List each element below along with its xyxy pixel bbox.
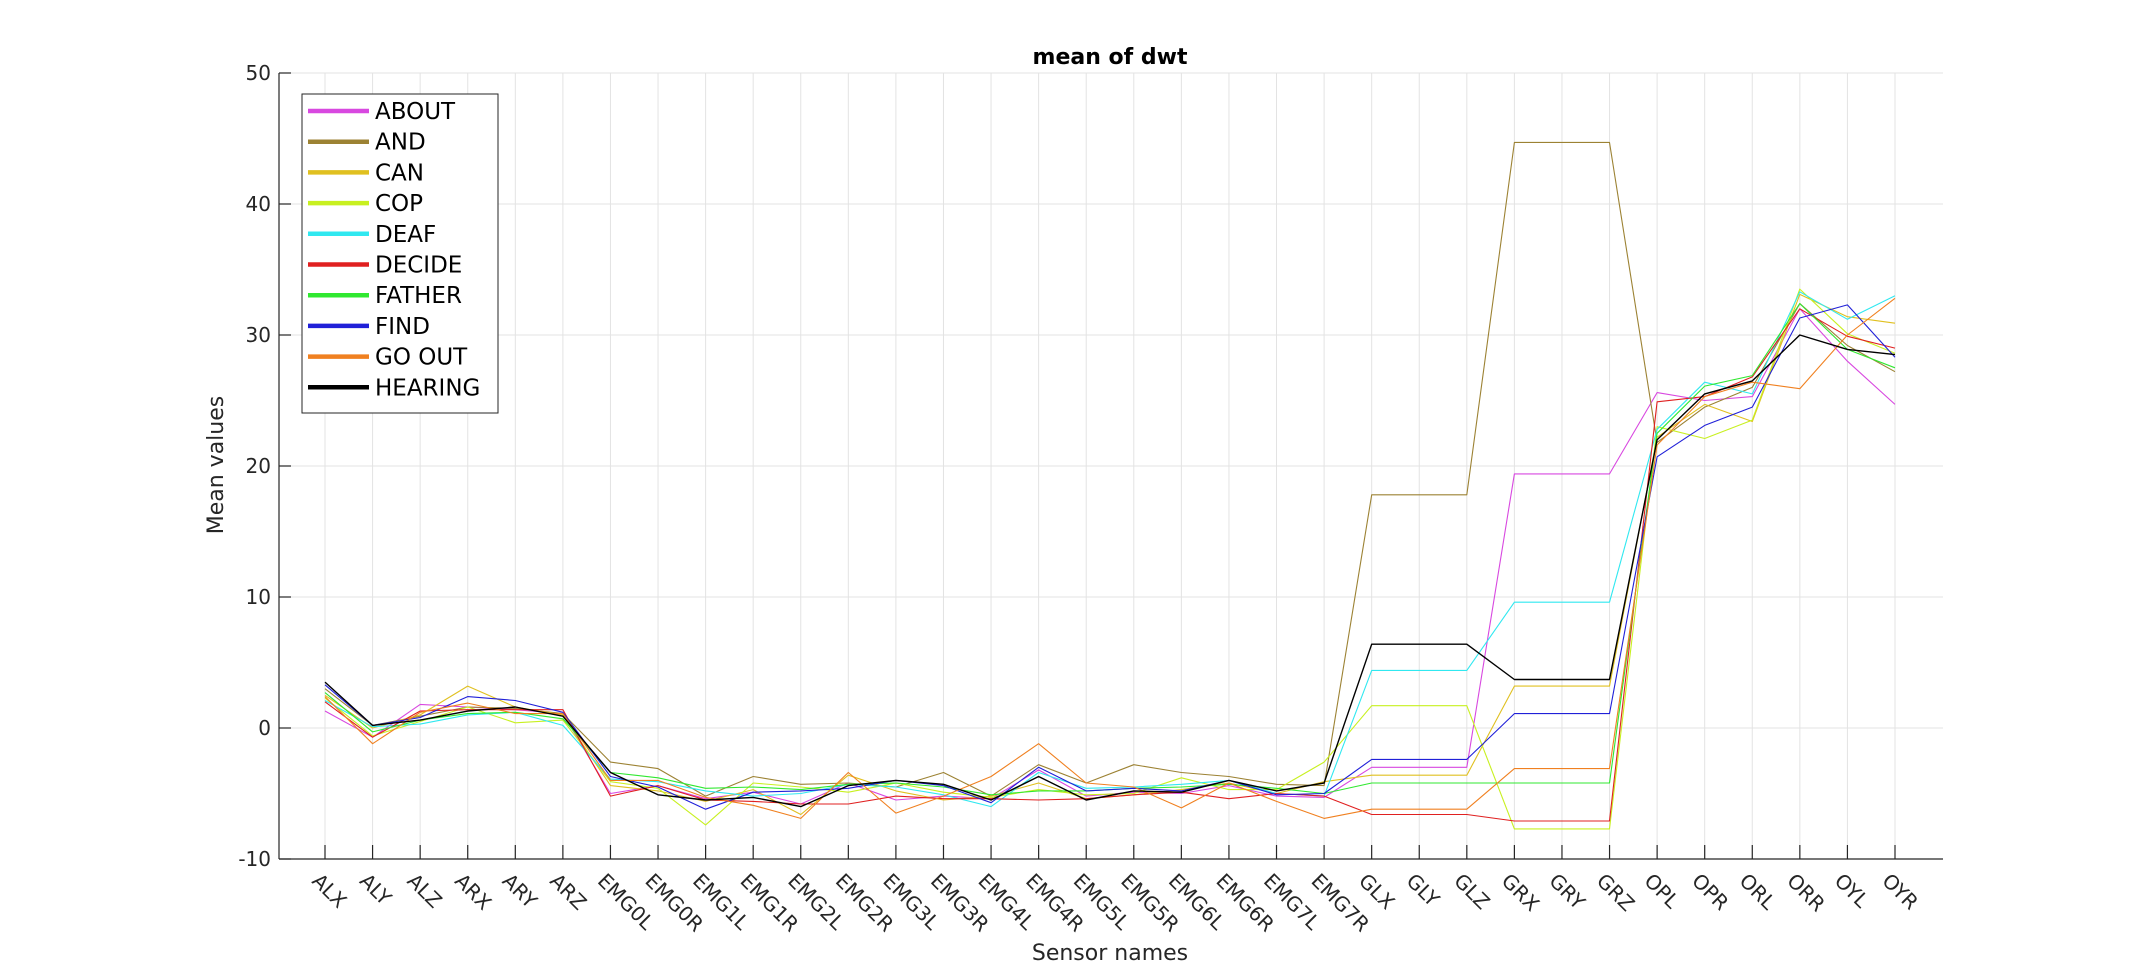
x-tick-label: ORL	[1735, 869, 1781, 915]
x-tick-label: OPR	[1687, 869, 1734, 916]
y-tick-label: 10	[246, 585, 271, 609]
y-tick-label: 20	[246, 454, 271, 478]
legend-label: ABOUT	[375, 99, 456, 125]
y-axis-label: Mean values	[204, 396, 229, 535]
series-line-cop	[324, 288, 1896, 830]
x-tick-label: OYR	[1877, 869, 1923, 915]
legend-label: CAN	[375, 160, 424, 186]
x-tick-label: GRZ	[1592, 869, 1639, 916]
legend-label: GO OUT	[375, 345, 468, 371]
x-axis-label: Sensor names	[1032, 941, 1188, 962]
legend-label: FATHER	[375, 283, 462, 309]
series-line-go-out	[324, 297, 1896, 819]
x-tick-label: GRY	[1544, 869, 1590, 915]
x-tick-label: ALZ	[403, 869, 447, 913]
legend-label: AND	[375, 130, 426, 156]
chart-title: mean of dwt	[1033, 45, 1188, 70]
x-tick-label: ALY	[355, 869, 397, 911]
legend-label: DECIDE	[375, 253, 462, 279]
legend-label: FIND	[375, 314, 430, 340]
x-tick-label: ARY	[498, 869, 543, 914]
y-tick-label: -10	[238, 847, 271, 871]
x-tick-label: GLY	[1402, 869, 1445, 912]
x-tick-label: ORR	[1782, 869, 1830, 917]
x-tick-label: GRX	[1497, 869, 1545, 917]
x-tick-label: ALX	[307, 869, 351, 913]
y-tick-label: 30	[246, 323, 271, 347]
legend-label: DEAF	[375, 222, 436, 248]
series-line-and	[324, 141, 1896, 797]
legend-label: HEARING	[375, 375, 480, 401]
legend: ABOUT AND CAN COP DEAF DECIDE FATHER FIND GO OUT…	[301, 93, 499, 414]
x-tick-label: OPL	[1640, 869, 1685, 914]
x-tick-label: ARZ	[545, 869, 591, 915]
y-tick-label: 40	[246, 192, 271, 216]
y-tick-label: 0	[258, 716, 271, 740]
series-line-hearing	[324, 334, 1896, 808]
legend-label: COP	[375, 191, 423, 217]
x-tick-label: ARX	[450, 869, 496, 915]
y-tick-label: 50	[246, 61, 271, 85]
legend-box	[301, 93, 499, 414]
series-layer	[324, 141, 1896, 830]
grid-layer	[279, 72, 1943, 860]
x-tick-label: GLZ	[1449, 869, 1494, 914]
x-tick-label: OYL	[1830, 869, 1874, 913]
